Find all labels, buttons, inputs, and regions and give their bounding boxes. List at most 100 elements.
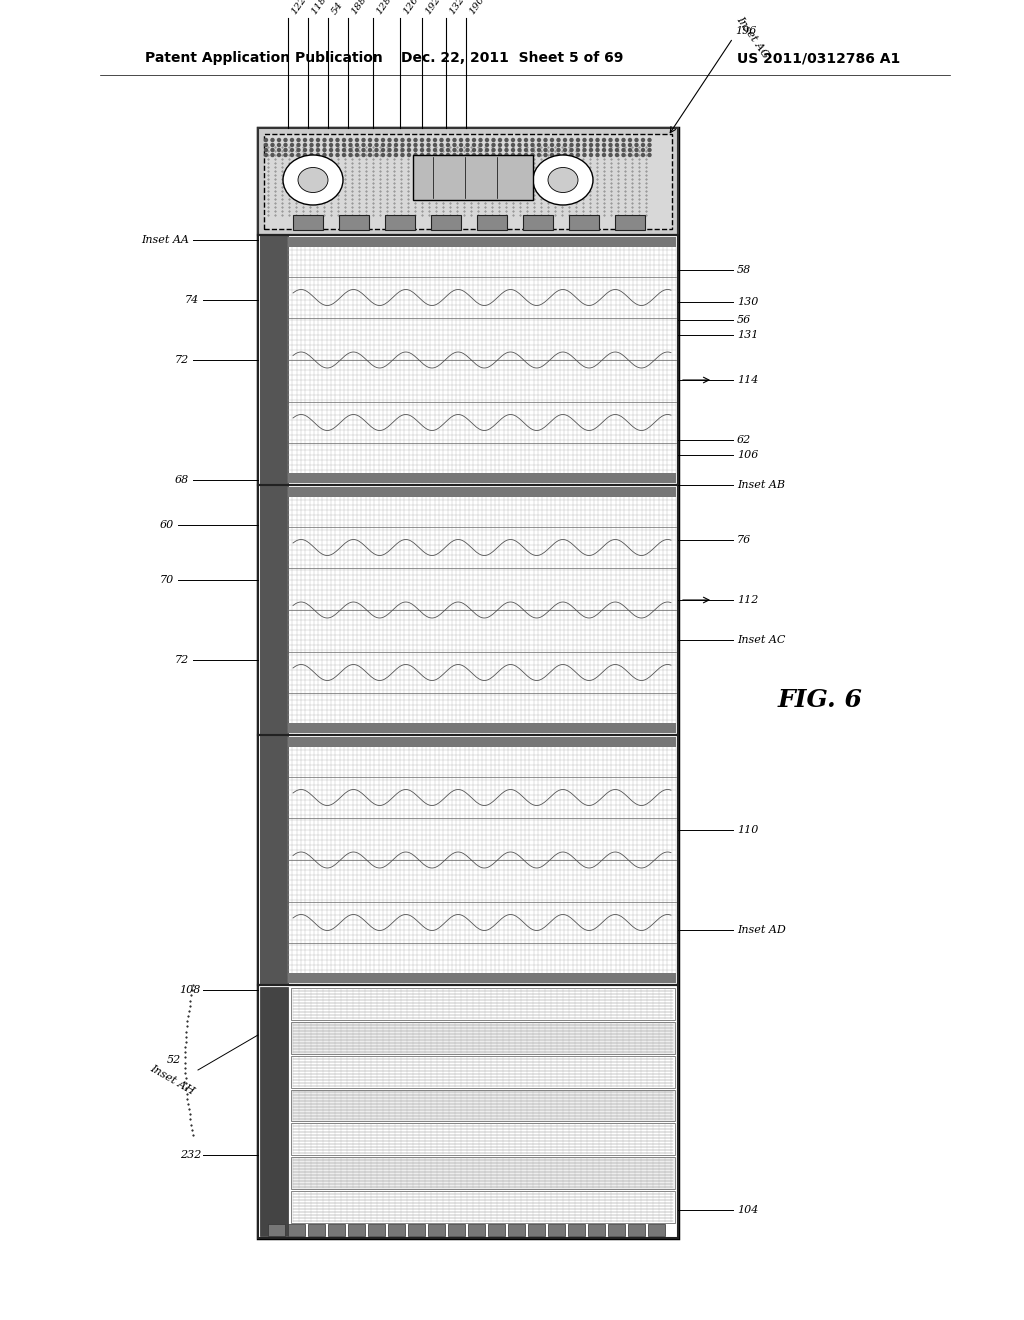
Bar: [339, 215, 369, 230]
Circle shape: [375, 149, 378, 152]
Circle shape: [316, 144, 319, 147]
Circle shape: [492, 149, 495, 152]
Circle shape: [557, 139, 560, 141]
Circle shape: [492, 153, 495, 157]
Circle shape: [310, 144, 313, 147]
Circle shape: [303, 139, 306, 141]
Circle shape: [544, 153, 547, 157]
Bar: [260, 235, 288, 985]
Circle shape: [492, 144, 495, 147]
Circle shape: [505, 139, 508, 141]
Circle shape: [479, 139, 482, 141]
Circle shape: [291, 153, 294, 157]
Bar: [258, 735, 678, 985]
Circle shape: [414, 139, 417, 141]
Circle shape: [330, 153, 333, 157]
Circle shape: [583, 139, 586, 141]
Circle shape: [563, 153, 566, 157]
Circle shape: [596, 149, 599, 152]
Circle shape: [596, 139, 599, 141]
Circle shape: [531, 144, 534, 147]
Circle shape: [310, 149, 313, 152]
Text: 192: 192: [424, 0, 442, 16]
Bar: [449, 1224, 465, 1236]
Circle shape: [446, 139, 450, 141]
Bar: [288, 1224, 305, 1236]
Circle shape: [303, 149, 306, 152]
Bar: [413, 154, 534, 201]
Ellipse shape: [283, 154, 343, 205]
Circle shape: [505, 149, 508, 152]
Text: 62: 62: [737, 436, 752, 445]
Bar: [308, 1224, 325, 1236]
Circle shape: [551, 144, 554, 147]
Bar: [291, 1056, 675, 1088]
Circle shape: [563, 144, 566, 147]
Bar: [568, 1224, 585, 1236]
Text: 110: 110: [737, 825, 759, 836]
Circle shape: [355, 153, 358, 157]
Circle shape: [479, 153, 482, 157]
Circle shape: [453, 153, 456, 157]
Circle shape: [271, 144, 274, 147]
Bar: [477, 215, 507, 230]
Circle shape: [362, 149, 365, 152]
Circle shape: [336, 149, 339, 152]
Text: Patent Application Publication: Patent Application Publication: [145, 51, 383, 65]
Circle shape: [518, 139, 521, 141]
Bar: [615, 215, 645, 230]
Circle shape: [499, 153, 502, 157]
Circle shape: [551, 153, 554, 157]
Circle shape: [602, 149, 605, 152]
Circle shape: [629, 153, 632, 157]
Circle shape: [291, 149, 294, 152]
Circle shape: [433, 144, 436, 147]
Circle shape: [460, 144, 463, 147]
Circle shape: [421, 149, 424, 152]
Text: 54: 54: [330, 0, 345, 16]
Circle shape: [531, 153, 534, 157]
Bar: [291, 1089, 675, 1122]
Text: 68: 68: [175, 475, 189, 484]
Circle shape: [369, 153, 372, 157]
Circle shape: [602, 153, 605, 157]
Circle shape: [388, 149, 391, 152]
Circle shape: [401, 139, 404, 141]
Circle shape: [615, 139, 618, 141]
Text: Inset AG: Inset AG: [735, 15, 771, 59]
Circle shape: [427, 139, 430, 141]
Circle shape: [264, 153, 267, 157]
Circle shape: [538, 144, 541, 147]
Ellipse shape: [534, 154, 593, 205]
Circle shape: [284, 153, 287, 157]
Circle shape: [336, 153, 339, 157]
Bar: [291, 1158, 675, 1189]
Circle shape: [427, 144, 430, 147]
Circle shape: [394, 153, 397, 157]
Bar: [385, 215, 415, 230]
Circle shape: [330, 149, 333, 152]
Bar: [288, 723, 676, 733]
Circle shape: [596, 153, 599, 157]
Circle shape: [303, 144, 306, 147]
Circle shape: [394, 149, 397, 152]
Circle shape: [602, 144, 605, 147]
Circle shape: [590, 139, 593, 141]
Circle shape: [382, 144, 384, 147]
Circle shape: [362, 153, 365, 157]
Circle shape: [355, 144, 358, 147]
Circle shape: [648, 144, 651, 147]
Text: Inset AC: Inset AC: [737, 635, 785, 645]
Circle shape: [401, 144, 404, 147]
Circle shape: [349, 153, 352, 157]
Circle shape: [479, 144, 482, 147]
Text: FIG. 6: FIG. 6: [777, 688, 862, 711]
Circle shape: [433, 149, 436, 152]
Circle shape: [291, 144, 294, 147]
Circle shape: [492, 139, 495, 141]
Circle shape: [310, 153, 313, 157]
Bar: [288, 487, 676, 498]
Circle shape: [512, 153, 514, 157]
Circle shape: [278, 149, 281, 152]
Circle shape: [310, 139, 313, 141]
